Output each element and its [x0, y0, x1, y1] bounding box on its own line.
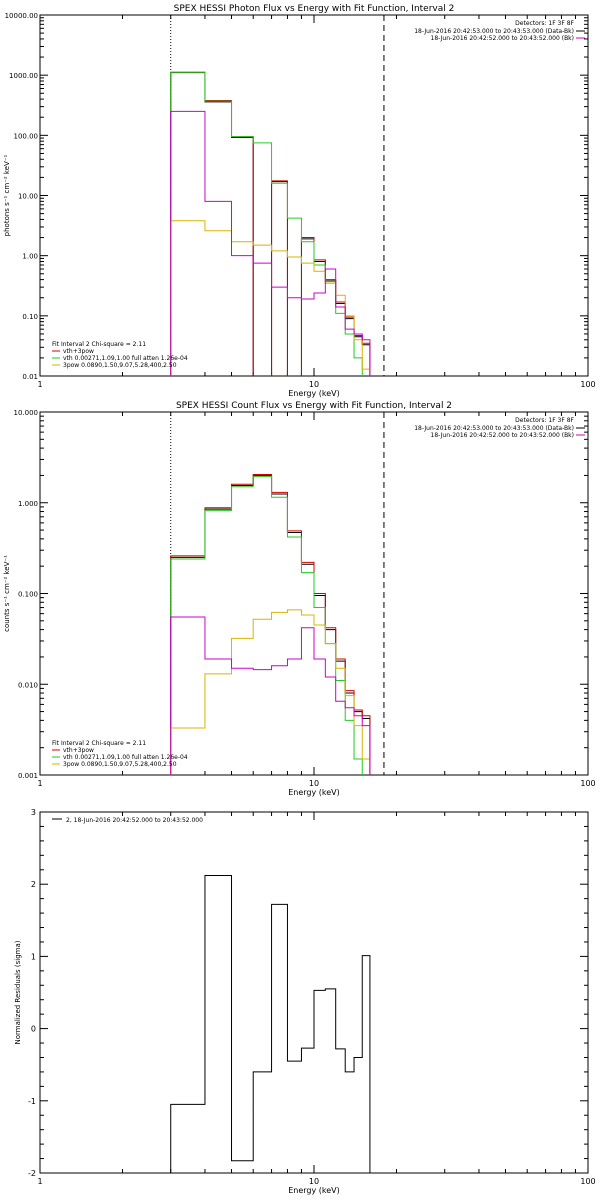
series-4-histogram	[170, 609, 371, 775]
legend-title: Fit Interval 2 Chi-square = 2.11	[52, 341, 146, 348]
legend-entry: 18-Jun-2016 20:42:53.000 to 20:43:53.000…	[414, 425, 574, 432]
y-tick-label: 10000.00	[5, 12, 38, 20]
series-5-histogram	[170, 616, 371, 775]
chart-panel-2: SPEX HESSI Count Flux vs Energy with Fit…	[3, 401, 596, 797]
series-3-histogram	[170, 71, 363, 376]
y-tick-label: 0.010	[18, 681, 38, 689]
x-axis-label: Energy (keV)	[288, 1186, 340, 1195]
legend-entry: 2, 18-Jun-2016 20:42:52.000 to 20:43:52.…	[66, 817, 203, 824]
y-tick-label: 3	[31, 808, 36, 817]
x-tick-label: 10	[309, 1177, 319, 1186]
legend-entry: vth+3pow	[63, 747, 94, 754]
x-tick-label: 100	[580, 380, 595, 389]
series-4-histogram	[170, 220, 371, 376]
x-tick-label: 100	[580, 1177, 595, 1186]
x-tick-label: 10	[309, 380, 319, 389]
legend-entry: 18-Jun-2016 20:42:53.000 to 20:43:53.000…	[414, 28, 574, 35]
legend-entry: 18-Jun-2016 20:42:52.000 to 20:43:52.000…	[431, 35, 574, 42]
y-tick-label: 1000.00	[9, 72, 38, 80]
y-axis-label: photons s⁻¹ cm⁻² keV⁻¹	[3, 154, 11, 236]
chart-title: SPEX HESSI Count Flux vs Energy with Fit…	[176, 401, 452, 411]
series-3-histogram	[170, 475, 363, 775]
y-tick-label: 2	[31, 880, 36, 889]
x-tick-label: 1	[37, 779, 42, 788]
legend-title: Detectors: 1F 3F 8F	[515, 20, 574, 27]
series-5-histogram	[170, 110, 371, 376]
series-2-histogram	[170, 71, 371, 376]
plot-frame	[39, 14, 589, 377]
y-tick-label: 0.001	[18, 772, 38, 780]
legend-entry: 3pow 0.0890,1.50,9.07,5.28,400,2.50	[63, 761, 177, 768]
y-tick-label: 1.00	[22, 253, 38, 261]
x-tick-label: 1	[37, 380, 42, 389]
y-tick-label: -2	[28, 1169, 36, 1178]
series-2-histogram	[170, 473, 371, 775]
series-1-histogram	[170, 72, 371, 376]
legend-title: Fit Interval 2 Chi-square = 2.11	[52, 740, 146, 747]
y-tick-label: 10.00	[18, 193, 38, 201]
y-tick-label: 1.000	[18, 500, 38, 508]
y-tick-label: 100.00	[14, 132, 39, 140]
legend-entry: vth 0.00271,1.09,1.00 full atten 1.26e-0…	[63, 754, 188, 761]
legend-entry: 18-Jun-2016 20:42:52.000 to 20:43:52.000…	[431, 432, 574, 439]
y-axis-label: Normalized Residuals (sigma)	[14, 940, 22, 1044]
x-tick-label: 1	[37, 1177, 42, 1186]
chart-title: SPEX HESSI Photon Flux vs Energy with Fi…	[174, 4, 455, 14]
y-tick-label: 0.100	[18, 591, 38, 599]
y-tick-label: 0	[31, 1025, 36, 1034]
x-axis-label: Energy (keV)	[288, 788, 340, 797]
plot-area	[170, 473, 371, 775]
plot-area	[170, 875, 371, 1173]
y-tick-label: 0.10	[22, 313, 38, 321]
chart-panel-3: 1 10 100 Energy (keV) -2 -1 0 1 2 3 Normalized Res…	[14, 808, 596, 1195]
x-tick-label: 10	[309, 779, 319, 788]
legend-entry: vth 0.00271,1.09,1.00 full atten 1.26e-0…	[63, 355, 188, 362]
y-tick-label: -1	[28, 1097, 36, 1106]
x-tick-label: 100	[580, 779, 595, 788]
legend-title: Detectors: 1F 3F 8F	[515, 417, 574, 424]
x-axis-label: Energy (keV)	[288, 389, 340, 398]
y-tick-label: 10.000	[14, 409, 39, 417]
y-axis-label: counts s⁻¹ cm⁻² keV⁻¹	[3, 555, 11, 632]
plot-area	[170, 71, 371, 376]
y-tick-label: 0.01	[22, 373, 38, 381]
chart-panel-1: SPEX HESSI Photon Flux vs Energy with Fi…	[3, 4, 596, 398]
series-1-histogram	[170, 875, 371, 1173]
legend-entry: vth+3pow	[63, 348, 94, 355]
y-tick-label: 1	[31, 952, 36, 961]
series-1-histogram	[170, 474, 371, 775]
legend-entry: 3pow 0.0890,1.50,9.07,5.28,400,2.50	[63, 362, 177, 369]
